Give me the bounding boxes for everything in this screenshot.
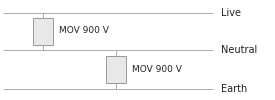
- Bar: [33, 18, 53, 45]
- Text: MOV 900 V: MOV 900 V: [132, 65, 182, 74]
- Text: MOV 900 V: MOV 900 V: [59, 26, 109, 35]
- Text: Earth: Earth: [221, 84, 247, 94]
- Text: Neutral: Neutral: [221, 45, 257, 55]
- Text: Live: Live: [221, 8, 241, 18]
- Bar: [106, 56, 126, 83]
